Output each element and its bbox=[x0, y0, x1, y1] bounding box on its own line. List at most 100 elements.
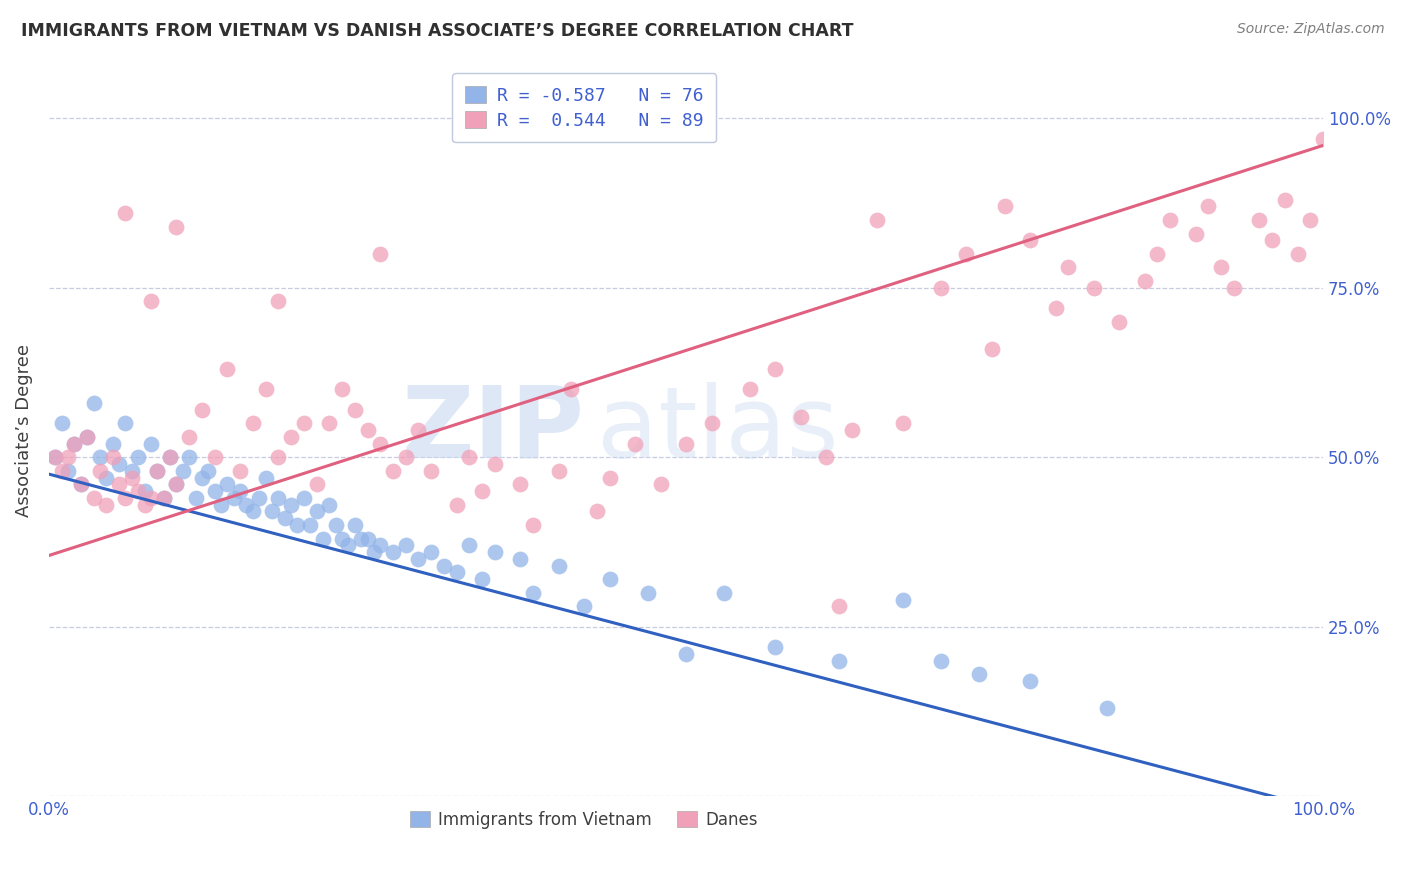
Point bbox=[330, 532, 353, 546]
Point bbox=[522, 586, 544, 600]
Point bbox=[624, 436, 647, 450]
Point bbox=[1045, 301, 1067, 315]
Point bbox=[63, 436, 86, 450]
Point bbox=[408, 423, 430, 437]
Point bbox=[222, 491, 245, 505]
Point bbox=[471, 572, 494, 586]
Point bbox=[280, 498, 302, 512]
Point bbox=[267, 491, 290, 505]
Point bbox=[446, 498, 468, 512]
Point bbox=[247, 491, 270, 505]
Point bbox=[280, 430, 302, 444]
Point bbox=[191, 470, 214, 484]
Point bbox=[159, 450, 181, 465]
Point bbox=[675, 436, 697, 450]
Text: atlas: atlas bbox=[598, 382, 838, 479]
Point bbox=[891, 592, 914, 607]
Point bbox=[929, 654, 952, 668]
Point bbox=[1274, 193, 1296, 207]
Point bbox=[363, 545, 385, 559]
Point bbox=[458, 450, 481, 465]
Point bbox=[994, 199, 1017, 213]
Point bbox=[127, 450, 149, 465]
Point bbox=[1286, 247, 1309, 261]
Point bbox=[1133, 274, 1156, 288]
Point bbox=[522, 518, 544, 533]
Point bbox=[134, 484, 156, 499]
Point bbox=[217, 362, 239, 376]
Point bbox=[967, 667, 990, 681]
Point bbox=[1198, 199, 1220, 213]
Point bbox=[108, 457, 131, 471]
Point bbox=[420, 464, 443, 478]
Point bbox=[134, 498, 156, 512]
Point bbox=[229, 464, 252, 478]
Point bbox=[209, 498, 232, 512]
Point bbox=[713, 586, 735, 600]
Point bbox=[572, 599, 595, 614]
Point bbox=[700, 417, 723, 431]
Point bbox=[1261, 233, 1284, 247]
Point bbox=[242, 504, 264, 518]
Point bbox=[471, 484, 494, 499]
Point bbox=[267, 294, 290, 309]
Point bbox=[51, 417, 73, 431]
Point bbox=[738, 383, 761, 397]
Point bbox=[165, 477, 187, 491]
Point bbox=[828, 599, 851, 614]
Point bbox=[1184, 227, 1206, 241]
Point bbox=[89, 450, 111, 465]
Point bbox=[318, 417, 340, 431]
Point bbox=[217, 477, 239, 491]
Point bbox=[828, 654, 851, 668]
Point bbox=[1249, 213, 1271, 227]
Point bbox=[675, 647, 697, 661]
Point bbox=[1146, 247, 1168, 261]
Point bbox=[325, 518, 347, 533]
Point bbox=[1095, 701, 1118, 715]
Point bbox=[179, 450, 201, 465]
Point bbox=[368, 436, 391, 450]
Point bbox=[152, 491, 174, 505]
Point bbox=[184, 491, 207, 505]
Point bbox=[108, 477, 131, 491]
Point bbox=[484, 457, 506, 471]
Point bbox=[44, 450, 66, 465]
Point bbox=[599, 572, 621, 586]
Point bbox=[83, 396, 105, 410]
Point bbox=[292, 491, 315, 505]
Point bbox=[254, 383, 277, 397]
Point bbox=[96, 498, 118, 512]
Point bbox=[980, 342, 1002, 356]
Point bbox=[929, 281, 952, 295]
Point bbox=[815, 450, 838, 465]
Point bbox=[337, 538, 360, 552]
Point bbox=[139, 436, 162, 450]
Point bbox=[408, 552, 430, 566]
Point bbox=[229, 484, 252, 499]
Point bbox=[127, 484, 149, 499]
Point bbox=[204, 484, 226, 499]
Point bbox=[121, 470, 143, 484]
Point bbox=[1108, 315, 1130, 329]
Point bbox=[89, 464, 111, 478]
Point bbox=[560, 383, 582, 397]
Point bbox=[343, 402, 366, 417]
Point bbox=[1312, 131, 1334, 145]
Point bbox=[146, 464, 169, 478]
Point bbox=[101, 450, 124, 465]
Point bbox=[96, 470, 118, 484]
Point bbox=[433, 558, 456, 573]
Point bbox=[547, 464, 569, 478]
Point bbox=[69, 477, 91, 491]
Point bbox=[197, 464, 219, 478]
Point bbox=[599, 470, 621, 484]
Point bbox=[273, 511, 295, 525]
Point bbox=[152, 491, 174, 505]
Point bbox=[114, 491, 136, 505]
Point bbox=[330, 383, 353, 397]
Point bbox=[1223, 281, 1246, 295]
Point bbox=[763, 640, 786, 654]
Point bbox=[83, 491, 105, 505]
Point bbox=[318, 498, 340, 512]
